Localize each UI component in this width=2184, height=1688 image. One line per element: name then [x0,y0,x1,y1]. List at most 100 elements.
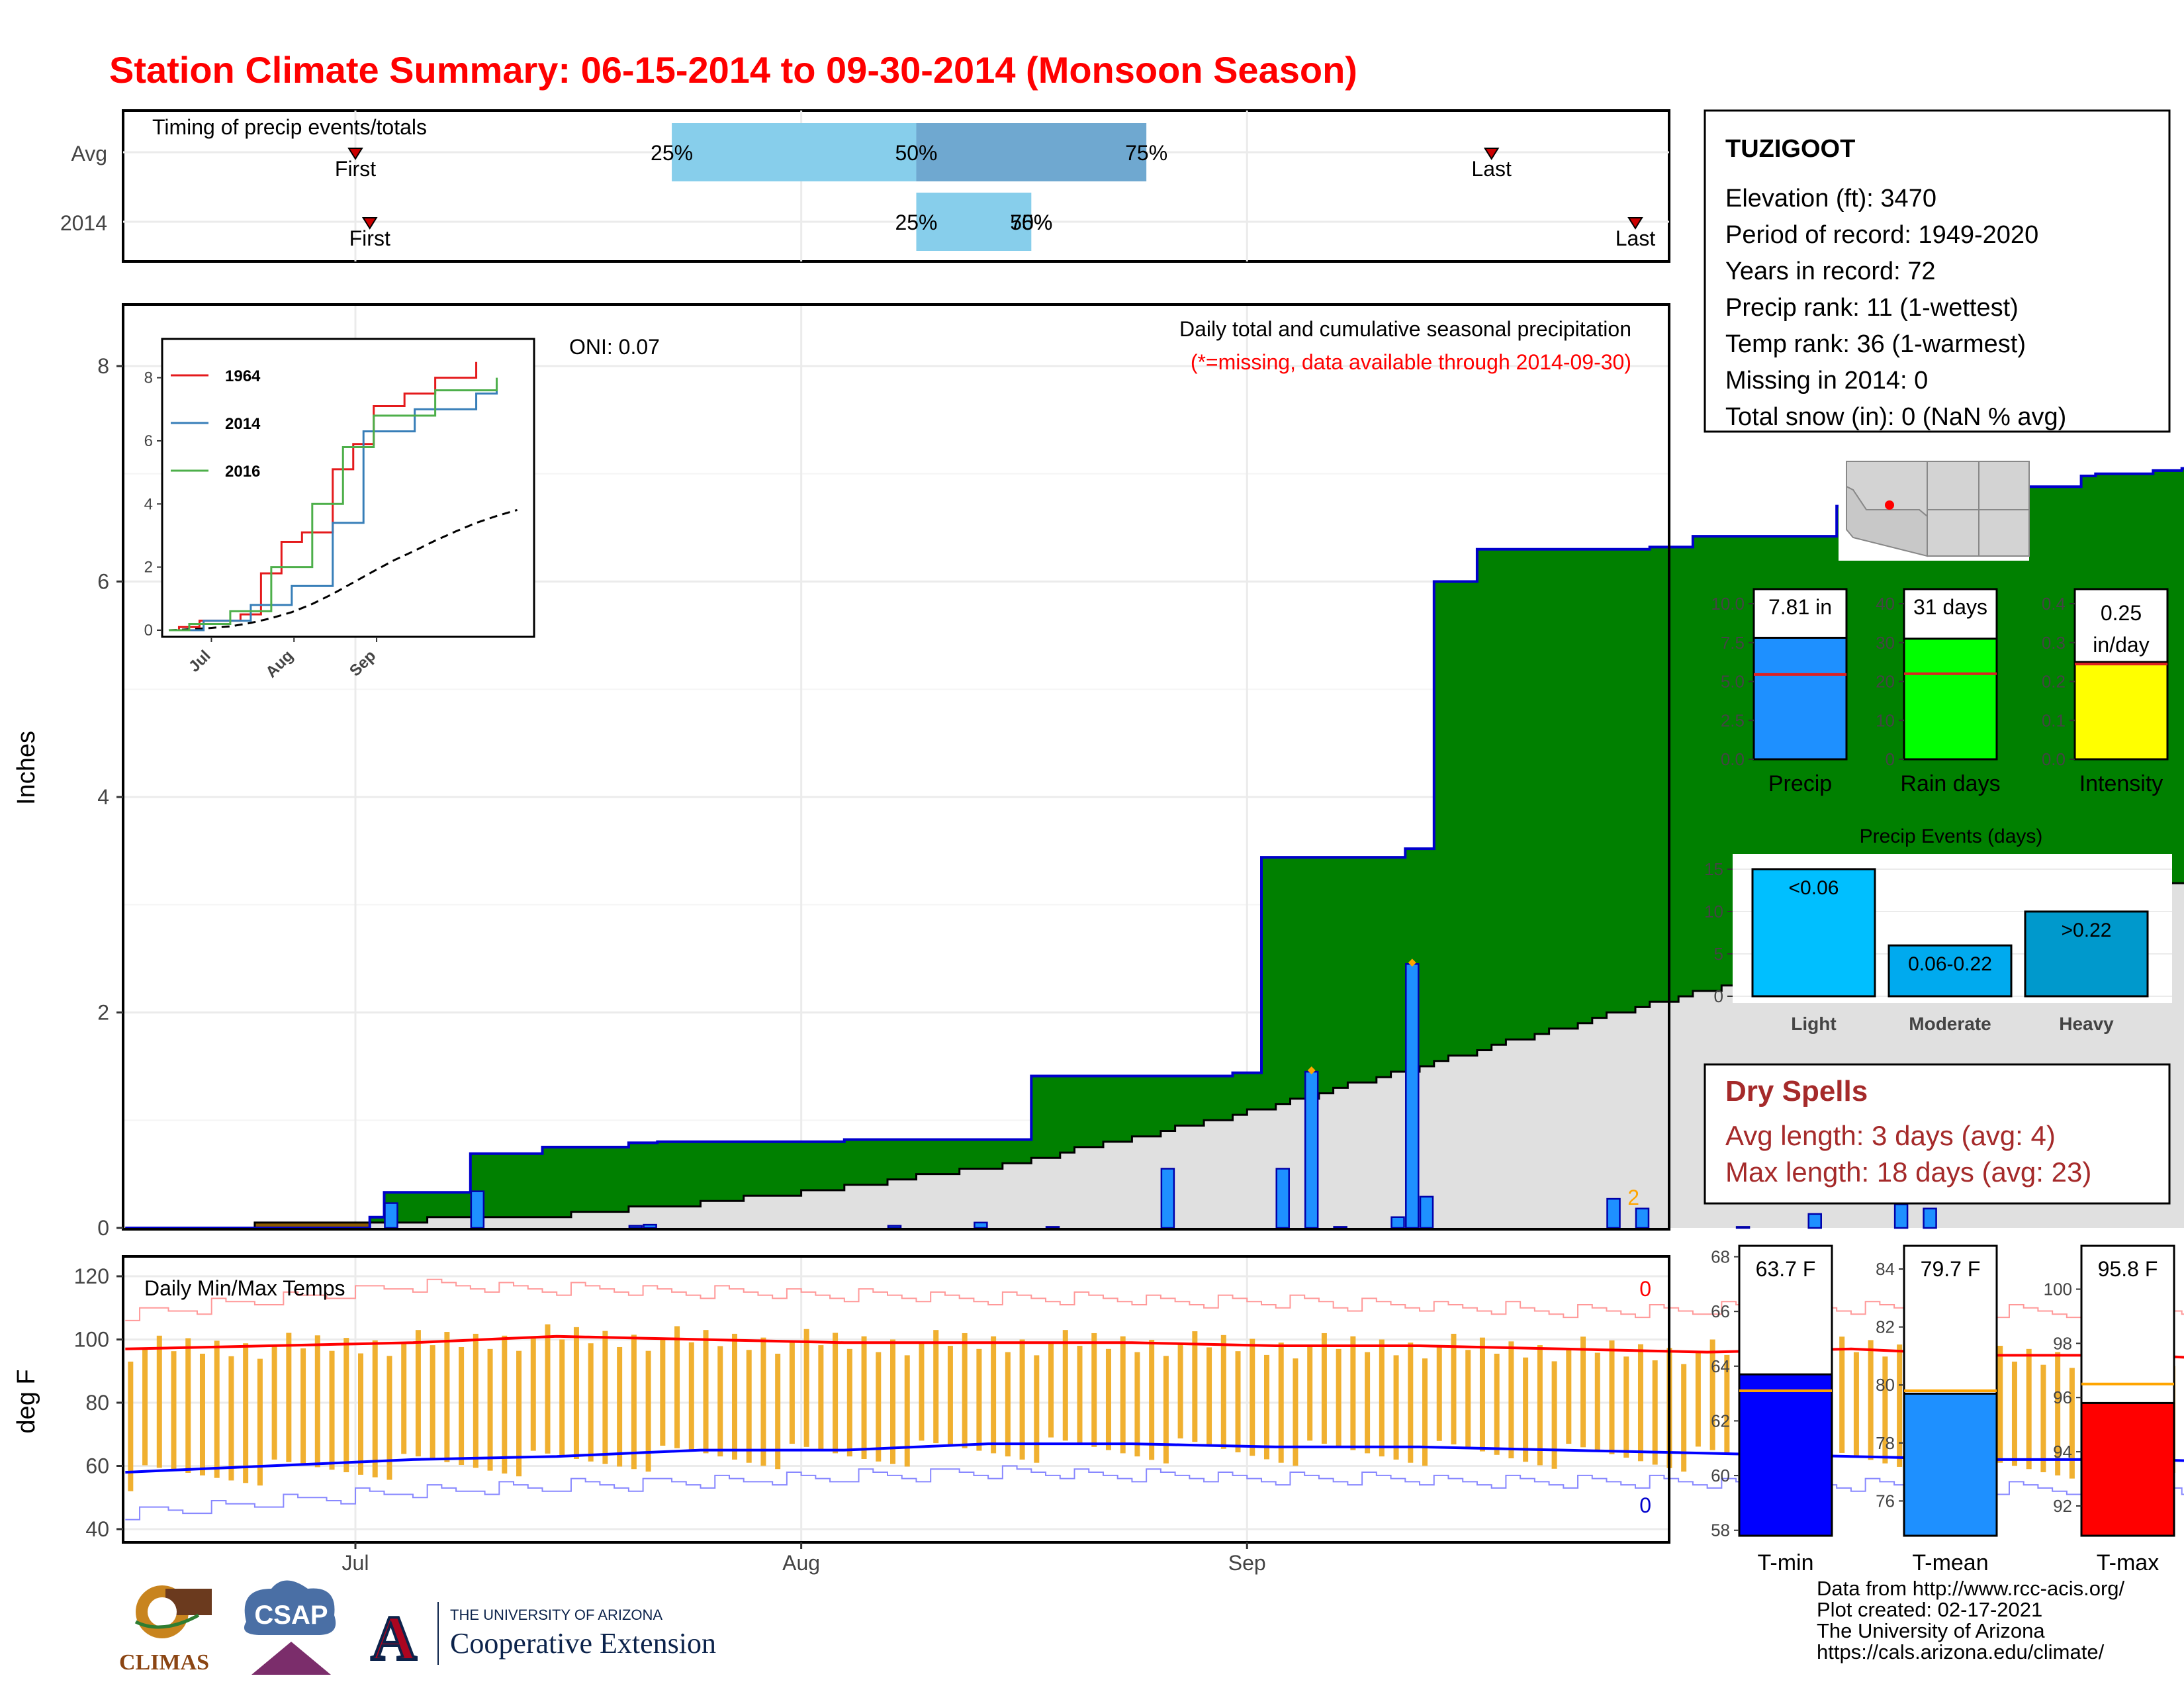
daily-precip-bar [1735,1226,1751,1229]
above-average-fill [2023,487,2039,916]
above-average-fill [1390,857,1406,1072]
timing-panel: Timing of precip events/totals Avg 2014 … [60,109,1670,263]
daily-temp-bar [1278,1342,1284,1463]
y-tick-label: 100 [74,1328,109,1352]
temp-ylabel: deg F [13,1369,40,1433]
above-average-fill [2038,487,2053,910]
above-average-fill [1362,857,1377,1083]
daily-temp-bar [904,1355,910,1467]
above-average-fill [1592,549,1608,1018]
above-average-fill [657,1141,672,1207]
above-average-fill [686,1141,702,1207]
daily-precip-bar [1045,1226,1060,1229]
timing-last-label: Last [1615,226,1656,250]
daily-temp-bar [1077,1346,1083,1444]
normal-temp-line [125,1442,2184,1474]
below-average-fill [312,1222,328,1228]
above-average-fill [542,1147,557,1217]
event-bar-label: >0.22 [2062,919,2112,941]
csap-logo: CSAP [244,1580,336,1675]
inset-y-tick-label: 0 [144,622,153,639]
daily-temp-bar [803,1329,809,1447]
daily-temp-bar [933,1330,939,1444]
above-average-fill [1448,581,1463,1056]
page-title: Station Climate Summary: 06-15-2014 to 0… [109,49,1357,91]
above-average-fill [1017,1139,1032,1164]
ua-logo: A THE UNIVERSITY OF ARIZONA Cooperative … [361,1601,716,1675]
above-average-fill [1420,849,1435,1066]
above-average-fill [700,1141,715,1201]
daily-temp-bar [1019,1339,1025,1460]
y-tick-label: 62 [1711,1411,1730,1430]
timing-p50-label: 50% [1010,211,1052,234]
daily-temp-bar [947,1346,953,1446]
inset-y-tick-label: 8 [144,369,153,387]
daily-temp-bar [631,1335,637,1470]
daily-temp-bar [128,1361,134,1491]
precip-note: (*=missing, data available through 2014-… [1191,350,1631,374]
y-tick-label: 2.5 [1721,710,1745,730]
below-average-fill [355,1222,371,1228]
ua-logo-big: Cooperative Extension [450,1627,716,1660]
above-average-fill [801,1141,816,1191]
climas-logo-text: CLIMAS [119,1650,209,1675]
temp-bar-tmin [1738,1373,1833,1537]
y-tick-label: 96 [2053,1387,2072,1407]
daily-temp-bar [156,1335,162,1468]
daily-temp-bar [1623,1356,1629,1458]
daily-temp-bar [545,1324,551,1454]
y-tick-label: 92 [2053,1496,2072,1516]
daily-temp-bar [1350,1336,1356,1450]
temp-label-tmax: T-max [2097,1550,2159,1575]
daily-temp-bar [1034,1355,1040,1463]
precip-ylabel: Inches [13,731,40,805]
above-average-fill [1232,1072,1248,1115]
temp-bar-tmean [1903,1392,1998,1537]
above-average-fill [1031,1076,1046,1158]
temp-count-max: 0 [1639,1277,1651,1301]
x-tick-label: Aug [782,1551,820,1575]
above-average-fill [931,1139,946,1174]
above-average-fill [959,1139,974,1169]
daily-temp-bar [573,1327,579,1459]
above-average-fill [628,1143,644,1207]
y-tick-label: 60 [1711,1466,1730,1485]
y-tick-label: 15 [1704,859,1723,879]
y-tick-label: 68 [1711,1247,1730,1267]
station-info-line: Temp rank: 36 (1-warmest) [1725,330,2026,358]
summary-label-precip: Precip [1768,771,1832,796]
above-average-fill [585,1147,601,1212]
y-tick-label: 0.3 [2042,633,2066,653]
above-average-fill [844,1139,860,1185]
above-average-fill [1578,549,1593,1023]
summary-bar-precip [1752,636,1848,761]
above-average-fill [1204,1076,1219,1121]
daily-precip-bar [1333,1226,1347,1229]
daily-temp-bar [617,1346,623,1467]
inset-avg-line [168,508,518,632]
above-average-fill [1376,857,1392,1078]
footer-line: The University of Arizona [1817,1619,2045,1642]
daily-temp-bar [919,1342,925,1441]
dry-spells-box: Dry Spells Avg length: 3 days (avg: 4) M… [1704,1063,2171,1205]
daily-temp-bar [1523,1357,1529,1462]
daily-temp-bar [1379,1339,1385,1457]
above-average-fill [1563,549,1578,1029]
below-average-fill [254,1222,270,1228]
above-average-fill [2181,468,2184,884]
above-average-fill [729,1141,745,1201]
timing-bar-lower [916,193,1032,251]
daily-temp-bar [1681,1364,1687,1472]
daily-temp-bar [1408,1342,1414,1463]
daily-temp-bar [1479,1337,1485,1452]
temp-value-tmean: 79.7 F [1921,1257,1981,1281]
inset-series-line [169,361,478,632]
daily-temp-bar [833,1333,839,1454]
daily-temp-bar [473,1333,478,1468]
above-average-fill [1290,857,1305,1099]
inset-legend-label: 2016 [225,463,260,481]
above-average-fill [2167,470,2183,884]
extreme-marker [1307,1066,1316,1075]
oni-label: ONI: 0.07 [569,335,660,359]
y-tick-label: 8 [97,354,109,378]
